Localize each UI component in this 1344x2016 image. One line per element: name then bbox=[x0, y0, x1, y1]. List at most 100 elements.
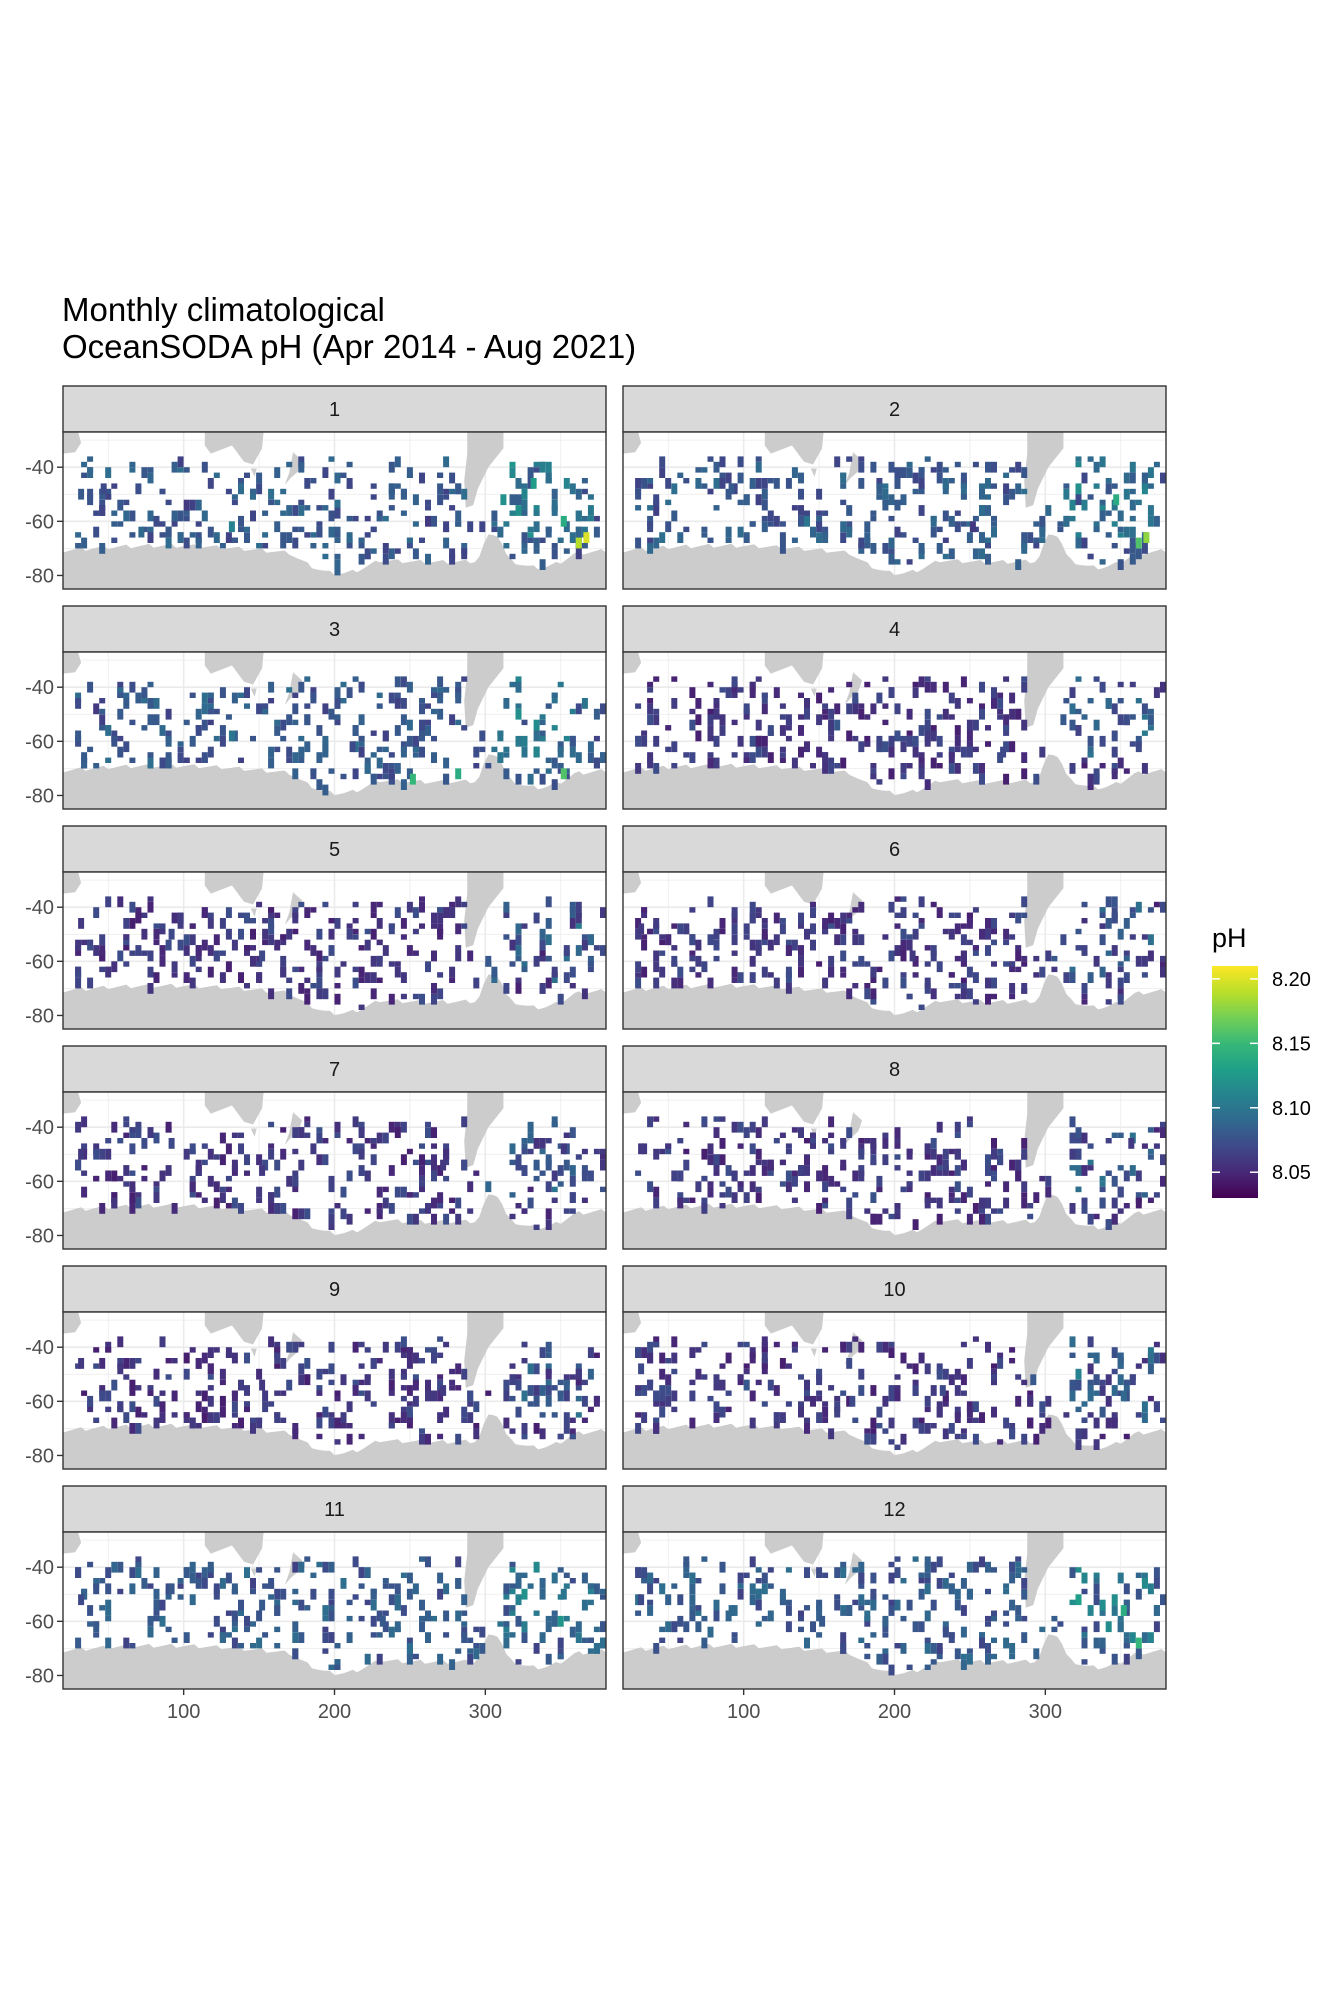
heatmap-cell bbox=[575, 1154, 582, 1160]
heatmap-cell bbox=[1081, 999, 1088, 1005]
heatmap-cell bbox=[563, 945, 570, 956]
heatmap-cell bbox=[268, 1336, 275, 1348]
heatmap-cell bbox=[840, 1390, 847, 1396]
heatmap-cell bbox=[1093, 1621, 1100, 1633]
heatmap-cell bbox=[864, 983, 871, 989]
heatmap-tiles bbox=[75, 1556, 606, 1670]
heatmap-cell bbox=[509, 1374, 516, 1380]
heatmap-cell bbox=[1135, 955, 1142, 967]
panel-border bbox=[622, 1311, 1167, 1470]
heatmap-cell bbox=[545, 955, 552, 962]
heatmap-cell bbox=[659, 939, 666, 946]
heatmap-cell bbox=[225, 907, 232, 918]
heatmap-cell bbox=[969, 521, 976, 533]
heatmap-cell bbox=[274, 1605, 281, 1616]
heatmap-cell bbox=[93, 1175, 100, 1182]
heatmap-cell bbox=[900, 1186, 907, 1193]
heatmap-cell bbox=[388, 1379, 395, 1391]
heatmap-cell bbox=[749, 1165, 756, 1176]
heatmap-cell bbox=[948, 692, 955, 704]
heatmap-cell bbox=[979, 1637, 985, 1649]
heatmap-cell bbox=[328, 768, 335, 774]
heatmap-cell bbox=[563, 1159, 570, 1171]
heatmap-cell bbox=[231, 499, 238, 506]
heatmap-cell bbox=[189, 1572, 196, 1584]
heatmap-cell bbox=[942, 467, 949, 473]
heatmap-cell bbox=[467, 1653, 474, 1665]
heatmap-cell bbox=[791, 1347, 798, 1353]
heatmap-cell bbox=[563, 1208, 570, 1214]
heatmap-cell bbox=[779, 1181, 786, 1187]
heatmap-cell bbox=[834, 1406, 841, 1418]
heatmap-cell bbox=[1027, 1203, 1034, 1209]
heatmap-cell bbox=[834, 934, 841, 946]
heatmap-cell bbox=[1027, 1390, 1034, 1396]
land-australia bbox=[204, 872, 264, 905]
heatmap-cell bbox=[358, 1148, 365, 1160]
heatmap-cell bbox=[358, 681, 365, 688]
heatmap-cell bbox=[165, 526, 172, 538]
heatmap-cell bbox=[183, 1368, 190, 1380]
heatmap-cell bbox=[575, 1395, 582, 1402]
heatmap-cell bbox=[985, 1588, 991, 1595]
heatmap-cell bbox=[671, 763, 678, 769]
heatmap-cell bbox=[370, 1588, 377, 1600]
heatmap-cell bbox=[1039, 537, 1046, 543]
heatmap-cell bbox=[527, 1583, 534, 1589]
heatmap-cell bbox=[985, 1165, 991, 1176]
heatmap-cell bbox=[346, 1433, 353, 1445]
heatmap-cell bbox=[557, 1143, 564, 1149]
heatmap-cell bbox=[1123, 955, 1130, 962]
heatmap-cell bbox=[997, 1358, 1004, 1369]
heatmap-cell bbox=[912, 1363, 919, 1375]
heatmap-cell bbox=[575, 703, 582, 715]
heatmap-cell bbox=[419, 703, 425, 715]
heatmap-cell bbox=[449, 1197, 456, 1203]
heatmap-cell bbox=[358, 1615, 365, 1622]
heatmap-cell bbox=[376, 703, 383, 709]
land-africa bbox=[63, 652, 82, 674]
heatmap-cell bbox=[412, 993, 419, 1000]
heatmap-cell bbox=[117, 521, 124, 527]
heatmap-cell bbox=[515, 1578, 522, 1589]
heatmap-cell bbox=[238, 526, 244, 533]
heatmap-cell bbox=[882, 1154, 889, 1166]
heatmap-cell bbox=[942, 1148, 949, 1160]
heatmap-cell bbox=[304, 1358, 311, 1369]
heatmap-cell bbox=[231, 494, 238, 500]
heatmap-cell bbox=[653, 1643, 660, 1654]
heatmap-cell bbox=[587, 505, 594, 516]
heatmap-cell bbox=[779, 532, 786, 543]
heatmap-cell bbox=[810, 1395, 816, 1407]
heatmap-cell bbox=[244, 945, 250, 951]
heatmap-cell bbox=[111, 1170, 118, 1182]
heatmap-cell bbox=[767, 1583, 774, 1589]
heatmap-cell bbox=[954, 923, 961, 935]
heatmap-cell bbox=[1117, 1165, 1124, 1171]
heatmap-cell bbox=[954, 1181, 961, 1193]
heatmap-cell bbox=[189, 1347, 196, 1353]
land-tasmania bbox=[810, 1568, 817, 1577]
heatmap-cell bbox=[689, 1610, 696, 1622]
heatmap-cell bbox=[370, 526, 377, 533]
heatmap-cell bbox=[1021, 912, 1028, 918]
heatmap-cell bbox=[147, 526, 154, 538]
heatmap-cell bbox=[358, 945, 365, 951]
heatmap-cell bbox=[1111, 1385, 1118, 1396]
heatmap-cell bbox=[1075, 725, 1082, 736]
heatmap-cell bbox=[876, 746, 883, 753]
heatmap-cell bbox=[557, 1433, 564, 1440]
heatmap-cell bbox=[147, 698, 154, 709]
heatmap-cell bbox=[1160, 1352, 1166, 1364]
land-new-zealand bbox=[284, 672, 303, 705]
heatmap-cell bbox=[870, 1213, 877, 1225]
heatmap-cell bbox=[400, 1347, 407, 1353]
heatmap-cell bbox=[689, 1347, 696, 1358]
heatmap-cell bbox=[406, 1358, 413, 1369]
heatmap-cell bbox=[322, 1406, 329, 1418]
heatmap-cell bbox=[195, 757, 202, 763]
heatmap-cell bbox=[1039, 526, 1046, 538]
heatmap-cell bbox=[822, 928, 829, 935]
heatmap-cell bbox=[461, 1417, 468, 1423]
heatmap-cell bbox=[1105, 950, 1112, 956]
